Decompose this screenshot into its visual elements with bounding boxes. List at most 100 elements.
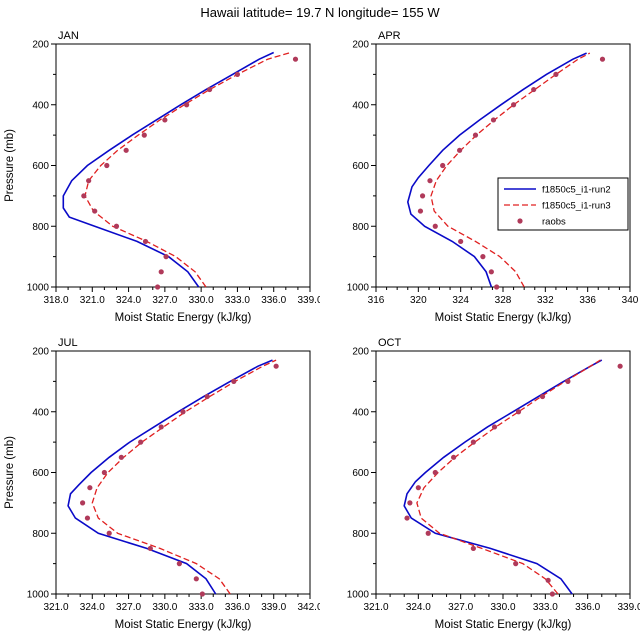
raobs-dot <box>565 378 571 384</box>
x-tick-label: 318.0 <box>43 295 68 306</box>
panel-title: APR <box>378 30 401 42</box>
raobs-dot <box>539 393 546 400</box>
y-tick-label: 1000 <box>27 283 50 294</box>
raobs-dot <box>480 254 486 260</box>
raobs-dot <box>104 162 110 169</box>
series-line-run2 <box>67 359 273 595</box>
series-line-run3 <box>91 359 277 595</box>
y-tick-label: 600 <box>32 468 49 479</box>
x-tick-label: 324.0 <box>406 602 431 613</box>
series-line-run2 <box>403 359 603 595</box>
x-tick-label: 324 <box>452 295 469 306</box>
x-tick-label: 333.0 <box>189 602 214 613</box>
legend-label-run3: f1850c5_i1-run3 <box>542 201 611 212</box>
raobs-dot <box>419 193 426 199</box>
raobs-dot <box>440 162 446 169</box>
x-tick-label: 324.0 <box>116 295 141 306</box>
x-tick-label: 327.0 <box>448 602 473 613</box>
panel-apr-chart: 316 320 324 328 332 336 340 200 400 600 800 1000 APR… <box>347 30 639 324</box>
y-tick-label: 800 <box>352 222 369 233</box>
y-tick-label: 200 <box>352 40 369 51</box>
x-tick-label: 330.0 <box>490 602 515 613</box>
raobs-dot <box>155 284 161 290</box>
x-tick-label: 327.0 <box>116 602 141 613</box>
series-line-run2 <box>406 52 587 288</box>
y-tick-label: 600 <box>352 161 369 172</box>
x-tick-label: 324.0 <box>80 602 105 613</box>
raobs-dot <box>231 378 237 384</box>
x-axis-title: Moist Static Energy (kJ/kg) <box>435 619 572 631</box>
x-tick-label: 321.0 <box>80 295 105 306</box>
plot-box <box>55 43 311 288</box>
y-axis-title: Pressure (mb) <box>4 436 16 509</box>
raobs-dot <box>432 469 438 476</box>
raobs-dot <box>427 178 433 184</box>
raobs-dot <box>470 545 476 552</box>
panel-grid: 318.0 321.0 324.0 327.0 330.0 333.0 336.0 339.0… <box>0 26 640 640</box>
series-line-run3 <box>84 51 291 288</box>
raobs-dot <box>513 561 519 567</box>
raobs-dot <box>158 424 164 430</box>
raobs-dot <box>488 269 494 275</box>
raobs-dot <box>415 485 421 491</box>
y-tick-label: 800 <box>352 529 369 540</box>
legend-dot-raobs <box>517 218 523 224</box>
raobs-dot <box>417 208 424 214</box>
y-tick-label: 200 <box>352 347 369 358</box>
raobs-dot <box>531 86 537 93</box>
raobs-dot <box>113 223 120 229</box>
x-tick-label: 321.0 <box>43 602 68 613</box>
raobs-dot <box>549 591 555 597</box>
raobs-dot <box>545 577 551 583</box>
panel-title: JUL <box>58 337 78 349</box>
x-axis-title: Moist Static Energy (kJ/kg) <box>115 312 252 324</box>
x-tick-label: 333.0 <box>225 295 250 306</box>
panel-oct-chart: 321.0 324.0 327.0 330.0 333.0 336.0 339.0 200 40… <box>347 337 640 631</box>
y-tick-label: 200 <box>32 347 49 358</box>
raobs-dot <box>141 132 147 138</box>
raobs-dot <box>199 591 205 597</box>
raobs-dot <box>599 56 606 62</box>
panel-title: OCT <box>378 337 402 349</box>
raobs-dot <box>457 147 463 153</box>
x-tick-label: 336.0 <box>575 602 600 613</box>
raobs-dot <box>142 238 149 245</box>
raobs-dot <box>163 254 169 260</box>
raobs-dot <box>176 561 182 567</box>
raobs-dot <box>470 439 476 445</box>
x-tick-label: 339.0 <box>261 602 286 613</box>
x-tick-label: 320 <box>410 295 427 306</box>
raobs-dot <box>207 86 213 93</box>
series-line-run3 <box>430 52 591 288</box>
raobs-dot <box>80 500 86 506</box>
raobs-dot <box>494 284 500 290</box>
x-tick-label: 342.0 <box>297 602 320 613</box>
x-tick-label: 339.0 <box>297 295 320 306</box>
x-tick-label: 330.0 <box>152 602 177 613</box>
y-tick-label: 400 <box>32 100 49 111</box>
series-line-run3 <box>416 359 601 595</box>
x-tick-label: 328 <box>495 295 512 306</box>
y-tick-label: 1000 <box>347 590 370 601</box>
legend-label-raobs: raobs <box>542 217 566 228</box>
y-tick-label: 1000 <box>27 590 50 601</box>
panel-jan-chart: 318.0 321.0 324.0 327.0 330.0 333.0 336.0 339.0… <box>4 30 320 324</box>
raobs-dot <box>92 208 98 214</box>
y-tick-label: 800 <box>32 222 49 233</box>
raobs-dot <box>515 409 522 415</box>
x-tick-label: 330.0 <box>189 295 214 306</box>
raobs-dot <box>162 117 168 123</box>
x-tick-label: 340 <box>622 295 639 306</box>
x-tick-label: 336.0 <box>261 295 286 306</box>
raobs-dot <box>458 238 464 245</box>
y-tick-label: 600 <box>352 468 369 479</box>
raobs-dot <box>617 363 623 369</box>
raobs-dot <box>184 102 190 108</box>
raobs-dot <box>553 71 559 77</box>
x-tick-label: 316 <box>368 295 385 306</box>
y-axis-title: Pressure (mb) <box>4 129 16 202</box>
raobs-dot <box>84 515 91 521</box>
y-tick-label: 200 <box>32 40 49 51</box>
plot-box <box>55 350 311 595</box>
